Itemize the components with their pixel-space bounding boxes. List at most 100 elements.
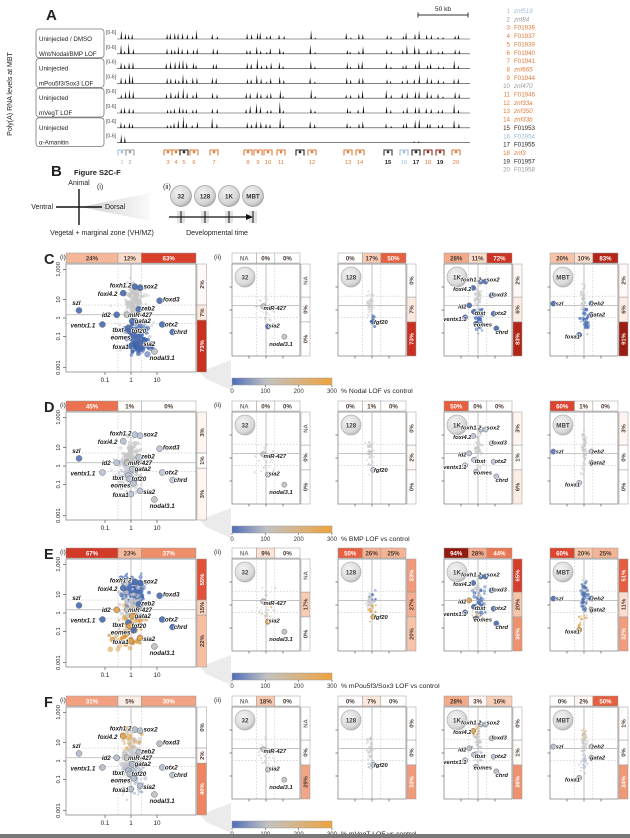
gene-marker <box>493 620 500 627</box>
gene-marker <box>550 595 557 602</box>
right-pct-label: 91% <box>622 332 628 345</box>
right-pct-label: 2% <box>200 750 206 759</box>
gene-marker <box>462 462 468 468</box>
gene-label: tbxt <box>112 769 124 776</box>
gene-label: sia2 <box>269 471 281 477</box>
gene-label: otx2 <box>494 606 507 612</box>
top-pct-segment <box>486 547 513 559</box>
row-sub-i: (i) <box>60 549 66 556</box>
gene-marker <box>169 476 176 483</box>
gene-marker <box>136 487 144 494</box>
gene-label: sox2 <box>486 278 500 284</box>
shadow-wedge <box>200 360 231 390</box>
gene-label: nodal3.1 <box>150 355 176 362</box>
gene-number: 2 <box>128 160 131 166</box>
row-sub-ii: (ii) <box>214 402 221 409</box>
track-signal <box>120 116 460 128</box>
gene-label: id2 <box>102 607 111 614</box>
top-pct-segment <box>141 400 197 411</box>
stage-badge <box>340 266 362 288</box>
right-pct-label: 2% <box>200 280 206 289</box>
gene-list-number: 6 <box>507 50 511 57</box>
right-pct-label: 0% <box>622 452 628 461</box>
gene-label: miR-427 <box>128 607 153 614</box>
right-pct-label: 0% <box>516 718 522 727</box>
gene-number: 13 <box>345 160 351 166</box>
gene-marker <box>151 348 158 355</box>
gene-marker <box>462 314 468 321</box>
gene-marker <box>462 757 468 763</box>
y-tick-label: 0.1 <box>56 332 62 340</box>
lof-colorbar <box>231 672 333 681</box>
gene-label: chrd <box>174 477 188 484</box>
gene-label: eomes <box>474 618 493 624</box>
top-pct-segment <box>486 252 513 264</box>
stage-badge-label: 32 <box>242 422 249 429</box>
gene-label: sia2 <box>143 783 156 790</box>
right-pct-segment <box>300 469 311 504</box>
track-signal <box>120 58 460 69</box>
stage-badge <box>340 709 362 730</box>
gene-label: otx2 <box>165 764 178 771</box>
gene-list-number: 14 <box>503 117 510 124</box>
stage-badge-label: 1K <box>453 274 461 281</box>
gene-marker <box>123 459 131 466</box>
top-pct-label: 50% <box>387 255 400 262</box>
gene-marker <box>136 339 144 347</box>
top-pct-label: 16% <box>493 698 506 705</box>
top-pct-label: 23% <box>124 550 137 557</box>
gene-marker <box>129 612 136 620</box>
top-pct-label: 31% <box>86 698 99 705</box>
right-pct-label: 29% <box>304 775 310 788</box>
right-pct-label: 33% <box>410 775 416 788</box>
colorbar-label: % mPou5f3/Sox3 LOF vs control <box>341 683 440 690</box>
right-pct-label: 20% <box>516 598 522 611</box>
top-pct-label: 60% <box>556 403 569 410</box>
stage-badge <box>446 266 468 288</box>
track-signal <box>120 101 460 113</box>
top-pct-label: 28% <box>472 550 485 557</box>
y-tick-label: 1 <box>56 316 62 319</box>
gene-marker <box>281 628 288 635</box>
gene-marker <box>131 578 139 585</box>
gene-marker <box>466 597 473 604</box>
gene-label: szl <box>72 447 81 454</box>
gene-marker <box>75 749 83 757</box>
y-tick-label: 1,000 <box>56 261 62 276</box>
scatter-points <box>250 586 280 626</box>
row-letter: C <box>44 252 55 268</box>
right-pct-segment <box>512 321 523 357</box>
gene-label: sox2 <box>486 720 500 726</box>
right-pct-label: 20% <box>410 627 416 640</box>
track-label: Uninjected <box>39 95 69 102</box>
gene-label: sia2 <box>269 324 281 330</box>
top-pct-segment <box>486 695 513 706</box>
gene-label: foxa1 <box>565 335 580 341</box>
gene-marker <box>158 321 166 328</box>
top-pct-label: 1% <box>367 403 376 410</box>
y-tick-label: 1,000 <box>56 556 62 571</box>
gene-marker <box>131 430 139 438</box>
scatter-points <box>253 440 276 473</box>
gene-marker <box>588 448 595 454</box>
x-tick-label: 0.1 <box>101 525 110 532</box>
scatter-points <box>470 578 487 623</box>
gene-label: szl <box>72 300 81 307</box>
gene-marker <box>488 292 495 299</box>
gene-marker <box>490 753 497 760</box>
stage-badge-label: 128 <box>346 274 357 281</box>
gene-label: gata2 <box>589 608 606 614</box>
top-pct-label: 28% <box>450 698 463 705</box>
right-pct-label: 1% <box>200 455 206 464</box>
right-pct-segment <box>618 469 629 504</box>
panel-b-sub-ii: (ii) <box>163 184 171 191</box>
gene-marker <box>130 332 137 339</box>
gene-marker <box>169 771 176 778</box>
gene-marker <box>370 319 377 325</box>
gene-label: nodal3.1 <box>269 785 293 791</box>
scatter-points <box>578 283 591 336</box>
gene-marker <box>488 439 495 446</box>
top-pct-label: 0% <box>346 403 355 410</box>
panel-a-letter: A <box>46 7 57 24</box>
top-pct-segment <box>380 547 407 559</box>
